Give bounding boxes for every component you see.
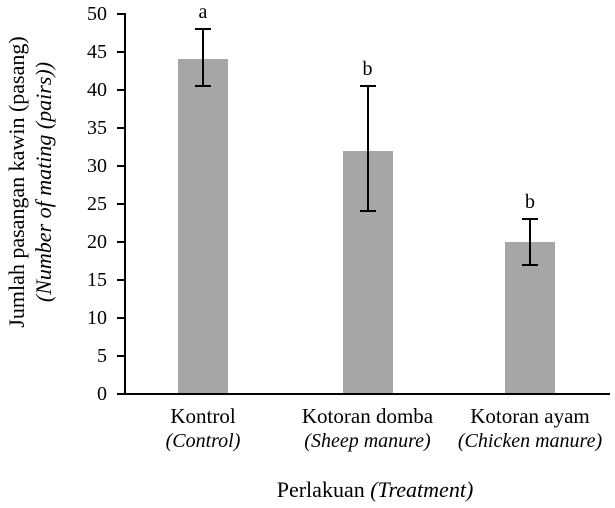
error-bar-cap-top-0 (195, 27, 211, 30)
category-label-sub-1: (Sheep manure) (304, 430, 431, 452)
y-axis-tick-label: 40 (87, 78, 107, 101)
y-axis-tick-label: 50 (87, 2, 107, 25)
y-axis-tick-label: 25 (87, 192, 107, 215)
significance-letter-0: a (198, 0, 208, 23)
y-axis-tick (117, 12, 124, 15)
y-axis-tick-label: 20 (87, 230, 107, 253)
y-axis-tick (117, 88, 124, 91)
y-axis-tick (117, 126, 124, 129)
x-axis-title-main: Perlakuan (276, 477, 365, 502)
y-axis-tick-label: 35 (87, 116, 107, 139)
error-bar-cap-top-1 (359, 84, 376, 87)
category-label-main-2: Kotoran ayam (470, 404, 590, 428)
category-label-0: Kontrol (Control) (108, 404, 298, 454)
error-bar-line-0 (202, 28, 204, 86)
category-label-main-0: Kontrol (170, 404, 236, 428)
error-bar-cap-top-2 (522, 218, 538, 220)
error-bar-cap-bottom-1 (359, 210, 376, 213)
y-axis-tick-label: 45 (87, 40, 107, 63)
y-axis-tick (117, 164, 124, 167)
y-axis-tick-label: 10 (87, 306, 107, 329)
y-axis-title-line1: Jumlah pasangan kawin (pasang) (4, 36, 29, 328)
error-bar-cap-bottom-0 (195, 84, 211, 87)
y-axis-tick (117, 202, 124, 205)
error-bar-line-2 (529, 219, 531, 265)
x-axis-line (117, 393, 610, 395)
category-label-sub-2: (Chicken manure) (457, 430, 603, 452)
significance-letter-2: b (525, 191, 535, 213)
y-axis-tick-label: 30 (87, 154, 107, 177)
x-axis-title: Perlakuan (Treatment) (140, 476, 610, 504)
category-label-2: Kotoran ayam (Chicken manure) (435, 404, 615, 454)
y-axis-tick (117, 240, 124, 243)
category-label-1: Kotoran domba (Sheep manure) (273, 404, 463, 454)
y-axis-tick (117, 278, 124, 281)
error-bar-cap-bottom-2 (522, 263, 538, 266)
y-axis-tick-label: 15 (87, 268, 107, 291)
significance-letter-1: b (362, 57, 373, 80)
y-axis-tick-label: 0 (97, 383, 107, 405)
bar-2 (505, 241, 555, 393)
y-axis-tick (117, 50, 124, 53)
error-bar-line-1 (366, 85, 369, 212)
x-axis-title-italic: (Treatment) (370, 477, 474, 502)
bar-0 (178, 59, 228, 393)
category-label-sub-0: (Control) (165, 430, 241, 452)
y-axis-tick (117, 316, 124, 319)
y-axis-tick (117, 354, 124, 357)
y-axis-line (124, 13, 126, 395)
y-axis-tick-label: 5 (97, 344, 107, 367)
category-label-main-1: Kotoran domba (301, 404, 434, 428)
y-axis-title: Jumlah pasangan kawin (pasang) (Number o… (3, 0, 57, 372)
